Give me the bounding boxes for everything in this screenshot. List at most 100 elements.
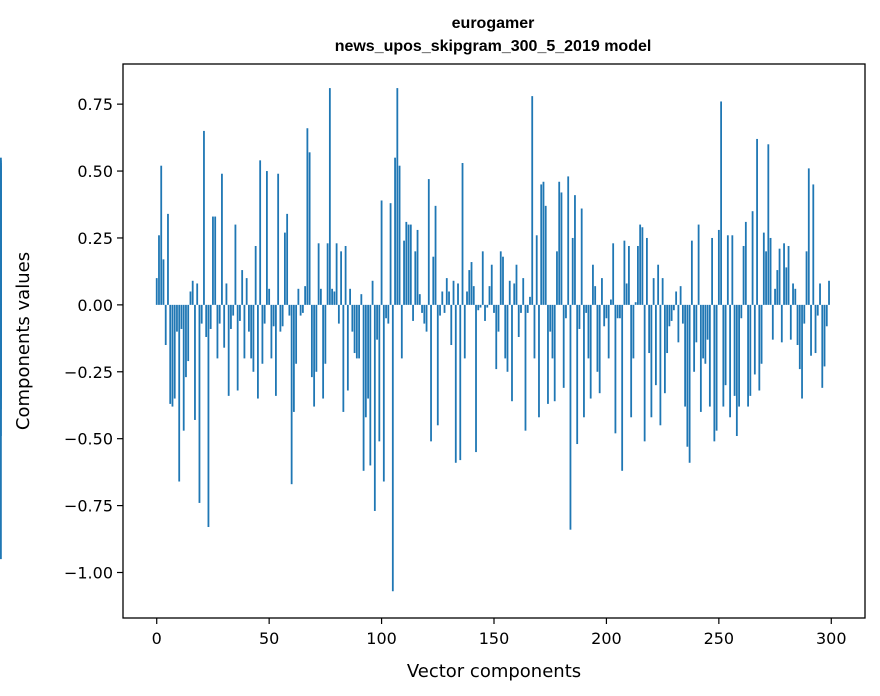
bar <box>200 304 203 324</box>
bar <box>729 304 731 418</box>
bar <box>369 304 372 466</box>
bar <box>787 245 790 305</box>
bar <box>713 304 716 442</box>
bar <box>742 245 745 305</box>
bar <box>319 288 322 305</box>
bar <box>744 221 747 305</box>
bar <box>167 213 169 305</box>
bar <box>506 304 509 372</box>
bar <box>756 138 758 305</box>
bar <box>731 235 734 305</box>
y-tick-label: 0.75 <box>77 95 113 114</box>
y-tick-label: 0.25 <box>77 229 113 248</box>
bar <box>394 157 396 305</box>
bar <box>452 280 455 305</box>
bar <box>436 304 439 426</box>
bar <box>326 243 329 305</box>
bar <box>659 304 662 426</box>
bar <box>801 304 803 399</box>
x-tick-label: 150 <box>479 629 510 648</box>
bar <box>342 304 345 412</box>
bar <box>443 304 446 313</box>
bar <box>753 304 756 375</box>
bar <box>398 165 401 305</box>
bar <box>432 256 435 305</box>
bar <box>472 286 475 305</box>
bar <box>486 304 489 308</box>
bar <box>526 304 529 313</box>
bar <box>551 304 554 359</box>
bar <box>295 304 298 364</box>
bar <box>639 224 642 305</box>
bar <box>0 304 2 560</box>
bar <box>634 302 637 305</box>
bar <box>650 304 653 418</box>
bar <box>720 101 722 305</box>
bar <box>715 304 718 431</box>
bar <box>322 304 325 399</box>
bar <box>643 304 646 442</box>
bar <box>162 259 165 305</box>
bar <box>371 280 374 305</box>
bar <box>353 304 356 354</box>
bar <box>412 304 414 321</box>
y-axis-ticks: 0.75 0.50 0.25 0.00 −0.25 −0.50 −0.75 −1.00 <box>64 95 123 583</box>
bar <box>531 96 534 305</box>
bar <box>605 304 608 319</box>
bar <box>646 237 648 305</box>
bar <box>270 304 273 359</box>
bar <box>632 304 635 359</box>
bar <box>589 304 592 399</box>
bar <box>423 304 426 324</box>
bar <box>230 304 232 329</box>
bar <box>0 157 2 305</box>
bar <box>553 304 556 402</box>
bar <box>776 270 779 305</box>
bar <box>306 128 309 305</box>
bar <box>448 291 450 305</box>
bar <box>697 224 700 305</box>
bar <box>587 304 590 359</box>
bar <box>495 304 498 370</box>
bar <box>704 304 707 364</box>
bar <box>263 304 266 324</box>
bar <box>479 304 482 308</box>
bar <box>331 288 334 305</box>
y-tick-label: −0.25 <box>64 363 113 382</box>
bar <box>544 205 547 305</box>
bar <box>828 280 830 305</box>
bar <box>580 208 583 305</box>
bar <box>529 296 531 305</box>
bar <box>279 304 282 332</box>
bar <box>466 291 468 305</box>
bar <box>762 232 765 305</box>
bar <box>434 205 437 305</box>
bar <box>571 237 574 305</box>
bar <box>594 286 597 305</box>
x-tick-label: 200 <box>591 629 622 648</box>
bar <box>457 283 459 305</box>
bar <box>416 229 419 305</box>
bar <box>461 163 464 305</box>
bar <box>792 283 794 305</box>
bar <box>668 304 671 327</box>
bar <box>209 304 212 329</box>
bar <box>488 286 491 305</box>
bar <box>616 304 619 319</box>
bar <box>502 256 504 305</box>
bar <box>328 88 331 305</box>
x-axis-label: Vector components <box>407 661 581 682</box>
plot-frame <box>122 63 866 619</box>
bar <box>407 224 410 305</box>
bar <box>490 264 493 305</box>
bar <box>785 267 788 305</box>
bar <box>823 304 826 367</box>
bar <box>344 245 347 305</box>
chart-subtitle: news_upos_skipgram_300_5_2019 model <box>335 38 652 55</box>
bar <box>427 179 430 305</box>
bar <box>171 304 174 407</box>
bar <box>360 294 363 305</box>
bar <box>349 288 351 305</box>
bar <box>758 304 761 391</box>
bar <box>583 304 585 418</box>
